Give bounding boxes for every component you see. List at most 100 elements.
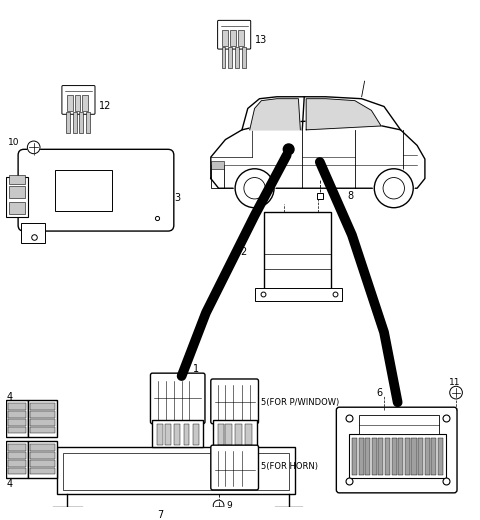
- Bar: [30, 427, 55, 434]
- Bar: [55, 170, 111, 211]
- Bar: [438, 438, 443, 475]
- Text: 1: 1: [193, 364, 199, 374]
- Bar: [28, 400, 57, 437]
- FancyBboxPatch shape: [18, 149, 174, 231]
- Polygon shape: [242, 97, 401, 130]
- Bar: [405, 438, 410, 475]
- Bar: [211, 161, 225, 169]
- FancyBboxPatch shape: [211, 445, 259, 490]
- Bar: [57, 447, 296, 494]
- Wedge shape: [373, 168, 414, 188]
- Text: 11: 11: [449, 379, 461, 387]
- Text: 9: 9: [227, 501, 232, 510]
- Bar: [352, 438, 357, 475]
- Bar: [183, 424, 190, 445]
- Bar: [242, 47, 246, 68]
- Bar: [8, 452, 26, 459]
- FancyBboxPatch shape: [336, 407, 457, 493]
- Bar: [8, 404, 26, 410]
- Bar: [193, 424, 199, 445]
- Bar: [359, 438, 363, 475]
- Bar: [359, 415, 439, 435]
- Bar: [157, 424, 163, 445]
- Text: 8: 8: [347, 191, 353, 201]
- Bar: [72, 112, 76, 133]
- Bar: [221, 47, 226, 68]
- Circle shape: [283, 144, 294, 154]
- Circle shape: [374, 169, 413, 207]
- Polygon shape: [250, 99, 300, 130]
- Bar: [63, 453, 288, 490]
- Bar: [8, 460, 26, 466]
- Bar: [174, 424, 180, 445]
- Bar: [254, 288, 342, 301]
- Bar: [86, 112, 90, 133]
- Bar: [238, 30, 244, 46]
- Text: 5(FOR HORN): 5(FOR HORN): [262, 462, 318, 471]
- Text: 4: 4: [6, 479, 12, 489]
- Bar: [230, 30, 236, 46]
- Bar: [30, 452, 55, 459]
- Bar: [6, 177, 28, 217]
- Text: 3: 3: [174, 193, 180, 203]
- Bar: [30, 411, 55, 418]
- Circle shape: [450, 386, 462, 399]
- Circle shape: [213, 500, 224, 511]
- Bar: [425, 438, 430, 475]
- Bar: [6, 441, 28, 478]
- Bar: [30, 467, 55, 474]
- Bar: [392, 438, 396, 475]
- FancyBboxPatch shape: [211, 379, 259, 424]
- Bar: [385, 438, 390, 475]
- Bar: [165, 424, 171, 445]
- Bar: [211, 165, 225, 188]
- Bar: [365, 438, 370, 475]
- Bar: [235, 47, 239, 68]
- Bar: [398, 438, 403, 475]
- Bar: [223, 30, 228, 46]
- Polygon shape: [306, 99, 381, 130]
- Circle shape: [27, 141, 40, 154]
- Bar: [79, 112, 84, 133]
- Circle shape: [235, 169, 274, 207]
- Text: 2: 2: [240, 248, 246, 257]
- Bar: [228, 47, 232, 68]
- Text: 6: 6: [376, 387, 383, 398]
- Bar: [83, 95, 88, 111]
- Bar: [9, 175, 25, 185]
- Bar: [6, 400, 28, 437]
- Bar: [21, 223, 46, 243]
- Text: 4: 4: [6, 392, 12, 401]
- Text: 12: 12: [99, 101, 111, 111]
- Bar: [245, 424, 252, 445]
- FancyBboxPatch shape: [217, 20, 251, 49]
- FancyBboxPatch shape: [150, 373, 205, 424]
- Bar: [67, 95, 72, 111]
- Bar: [226, 424, 232, 445]
- Bar: [8, 444, 26, 451]
- Bar: [217, 424, 225, 445]
- Bar: [30, 444, 55, 451]
- Bar: [8, 427, 26, 434]
- Bar: [153, 420, 203, 447]
- Text: 13: 13: [254, 35, 267, 45]
- Bar: [8, 411, 26, 418]
- Wedge shape: [234, 168, 275, 188]
- Bar: [9, 202, 25, 214]
- Bar: [66, 112, 70, 133]
- Bar: [8, 419, 26, 426]
- Bar: [30, 404, 55, 410]
- FancyBboxPatch shape: [62, 86, 95, 114]
- Polygon shape: [211, 120, 425, 188]
- Bar: [411, 438, 417, 475]
- Bar: [418, 438, 423, 475]
- Bar: [28, 441, 57, 478]
- Bar: [349, 435, 446, 478]
- Text: 5(FOR P/WINDOW): 5(FOR P/WINDOW): [262, 398, 340, 407]
- Bar: [30, 460, 55, 466]
- Bar: [264, 212, 331, 291]
- Bar: [8, 467, 26, 474]
- Bar: [372, 438, 377, 475]
- Bar: [213, 420, 256, 447]
- Bar: [9, 186, 25, 198]
